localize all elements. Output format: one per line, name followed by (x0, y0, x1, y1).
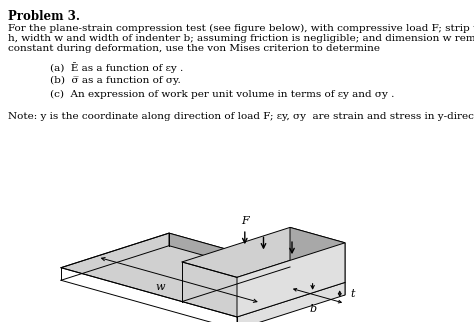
Polygon shape (290, 227, 345, 282)
Text: t: t (351, 289, 355, 298)
Polygon shape (61, 233, 345, 317)
Text: (c)  An expression of work per unit volume in terms of εy and σy .: (c) An expression of work per unit volum… (50, 90, 394, 99)
Text: (b)  σ̅ as a function of σy.: (b) σ̅ as a function of σy. (50, 76, 181, 85)
Text: w: w (155, 282, 164, 292)
Text: h, width w and width of indenter b; assuming friction is negligible; and dimensi: h, width w and width of indenter b; assu… (8, 34, 474, 43)
Text: For the plane-strain compression test (see figure below), with compressive load : For the plane-strain compression test (s… (8, 24, 474, 33)
Polygon shape (169, 233, 345, 295)
Polygon shape (237, 282, 345, 322)
Text: Note: y is the coordinate along direction of load F; εy, σy  are strain and stre: Note: y is the coordinate along directio… (8, 112, 474, 121)
Polygon shape (182, 227, 345, 277)
Text: b: b (310, 304, 317, 314)
Text: Problem 3.: Problem 3. (8, 10, 80, 23)
Text: (a)  Ē as a function of εy .: (a) Ē as a function of εy . (50, 62, 183, 73)
Text: constant during deformation, use the von Mises criterion to determine: constant during deformation, use the von… (8, 44, 380, 53)
Polygon shape (237, 243, 345, 317)
Text: F: F (241, 216, 249, 226)
